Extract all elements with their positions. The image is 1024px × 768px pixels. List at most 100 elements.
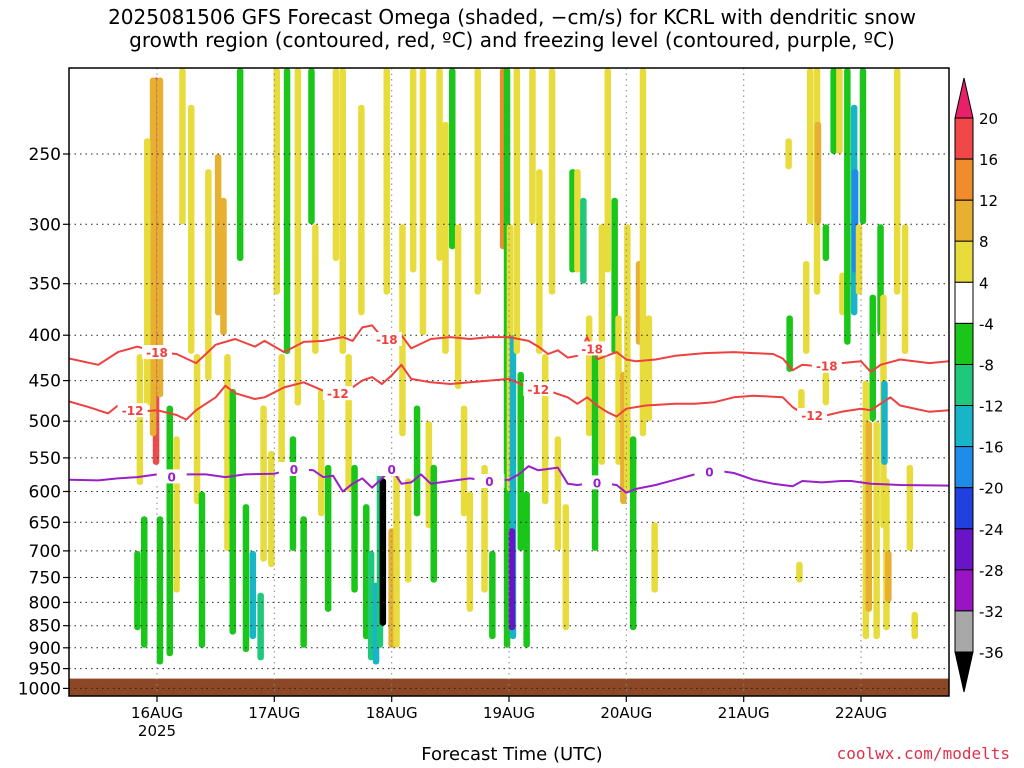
omega-cell <box>358 104 365 316</box>
omega-cell <box>624 224 631 492</box>
omega-cell <box>166 405 173 657</box>
gridlines <box>69 68 949 696</box>
omega-cell <box>513 68 521 354</box>
contour-label-bg <box>797 408 828 422</box>
y-tick-label: 1000 <box>18 679 61 699</box>
omega-cell <box>651 522 658 593</box>
omega-cell <box>229 389 236 635</box>
omega-cell <box>806 68 814 225</box>
omega-cell <box>822 371 830 406</box>
omega-cell <box>173 436 180 593</box>
omega-cell <box>179 68 186 225</box>
omega-cell <box>562 504 569 631</box>
contour-label-bg <box>142 345 172 360</box>
omega-cell <box>481 464 488 593</box>
contour-label: -18 <box>816 360 838 374</box>
contour-line-dgz_-18 <box>69 324 949 373</box>
colorbar-swatch <box>954 569 974 612</box>
omega-cell <box>885 550 892 603</box>
omega-cell <box>242 504 250 652</box>
omega-cell <box>260 405 267 562</box>
omega-cell <box>393 464 400 648</box>
omega-cell <box>639 68 647 437</box>
colorbar-swatch <box>954 487 974 530</box>
colorbar-tick-label: -28 <box>979 562 1004 580</box>
omega-cell <box>442 121 449 355</box>
omega-cell <box>388 528 395 648</box>
omega-cell <box>294 68 302 406</box>
colorbar-tick-label: 8 <box>979 233 989 251</box>
contour-label: 0 <box>388 463 396 477</box>
contour-line-dgz_-12 <box>69 363 949 421</box>
colorbar-tick-label: 16 <box>979 151 998 169</box>
x-tick-label: 20AUG <box>600 704 652 722</box>
chart-title-line-2: growth region (contoured, red, ºC) and f… <box>129 28 895 52</box>
y-tick-label: 600 <box>29 483 61 503</box>
x-tick-label: 17AUG <box>248 704 300 722</box>
omega-cell <box>814 121 822 225</box>
omega-cell <box>283 68 291 354</box>
contour-label: 0 <box>168 470 176 484</box>
colorbar-swatch <box>954 281 974 324</box>
contour-label-bg <box>811 358 842 373</box>
colorbar-swatch <box>954 528 974 571</box>
omega-cell <box>324 464 332 612</box>
colorbar-swatch <box>954 158 974 201</box>
omega-cell <box>554 436 562 551</box>
y-tick-label: 450 <box>29 372 61 392</box>
omega-cell <box>156 516 164 665</box>
omega-cell <box>881 380 888 465</box>
omega-cell <box>517 371 524 551</box>
omega-cell <box>844 68 851 345</box>
source-watermark[interactable]: coolwx.com/modelts <box>836 744 1010 763</box>
omega-cell <box>585 315 593 437</box>
contour-label-bg <box>694 464 725 479</box>
omega-cell <box>436 68 443 261</box>
y-tick-label: 850 <box>29 617 61 637</box>
omega-cell <box>399 224 406 437</box>
x-tick-label: 21AUG <box>718 704 770 722</box>
omega-cell <box>205 169 212 381</box>
omega-cell <box>430 464 437 583</box>
omega-cell <box>873 421 880 640</box>
omega-cell <box>268 450 275 568</box>
ground-layer <box>69 678 949 696</box>
omega-cell <box>188 104 195 354</box>
y-tick-label: 350 <box>29 275 61 295</box>
omega-cell <box>474 68 481 295</box>
omega-cell <box>529 68 536 225</box>
contour-label-bg <box>278 462 309 476</box>
contour-label-bg <box>371 332 402 346</box>
omega-cell <box>839 272 846 316</box>
omega-cell <box>308 68 315 225</box>
colorbar-swatch <box>954 199 974 242</box>
omega-cell <box>901 224 909 354</box>
colorbar-tick-label: -36 <box>979 644 1004 662</box>
colorbar-swatch <box>954 446 974 489</box>
contour-label-bg <box>117 403 148 418</box>
omega-cell <box>629 436 637 631</box>
omega-cell <box>278 354 285 465</box>
omega-cell <box>405 478 412 583</box>
x-tick-label: 18AUG <box>366 704 418 722</box>
contour-label: 0 <box>485 475 493 489</box>
contour-label: -12 <box>327 387 349 401</box>
omega-cell <box>257 592 264 661</box>
omega-cell <box>489 550 496 640</box>
colorbar-swatch <box>954 610 974 653</box>
contour-label: 0 <box>593 476 601 490</box>
contour-label-bg <box>582 475 612 490</box>
omega-cell <box>836 68 843 154</box>
omega-cell <box>536 169 543 354</box>
omega-cell <box>785 138 792 170</box>
y-tick-label: 900 <box>29 639 61 659</box>
omega-cell <box>332 68 340 261</box>
omega-cell <box>339 68 346 354</box>
y-tick-label: 250 <box>29 145 61 165</box>
colorbar-swatch <box>954 240 974 283</box>
omega-cell <box>822 224 830 261</box>
contour-label-bg <box>376 462 407 476</box>
colorbar-swatch <box>954 322 974 365</box>
colorbar-swatch <box>954 651 974 693</box>
